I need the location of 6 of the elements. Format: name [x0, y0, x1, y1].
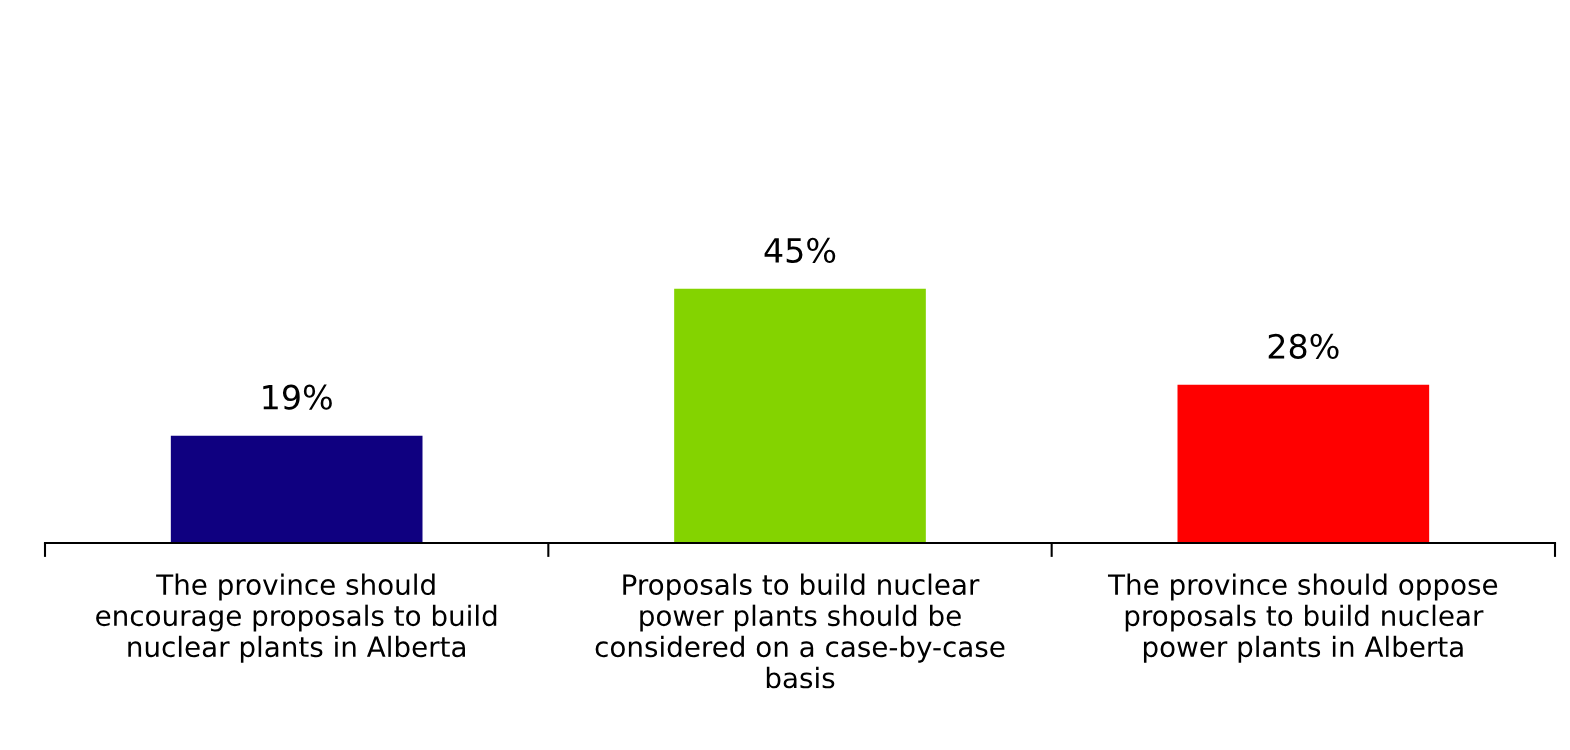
data-label: 28%: [1268, 333, 1339, 359]
x-tick-label: The province should oppose proposals to build nuclear power plants in Alberta: [1107, 573, 1498, 663]
x-tick-label: The province should encourage proposals to build nuclear plants in Alberta: [96, 573, 497, 663]
data-label: 19%: [263, 384, 332, 410]
x-tick-label: Proposals to build nuclear power plants should be considered on a case-by-case basis: [595, 573, 1005, 689]
data-label: 45%: [764, 237, 836, 263]
